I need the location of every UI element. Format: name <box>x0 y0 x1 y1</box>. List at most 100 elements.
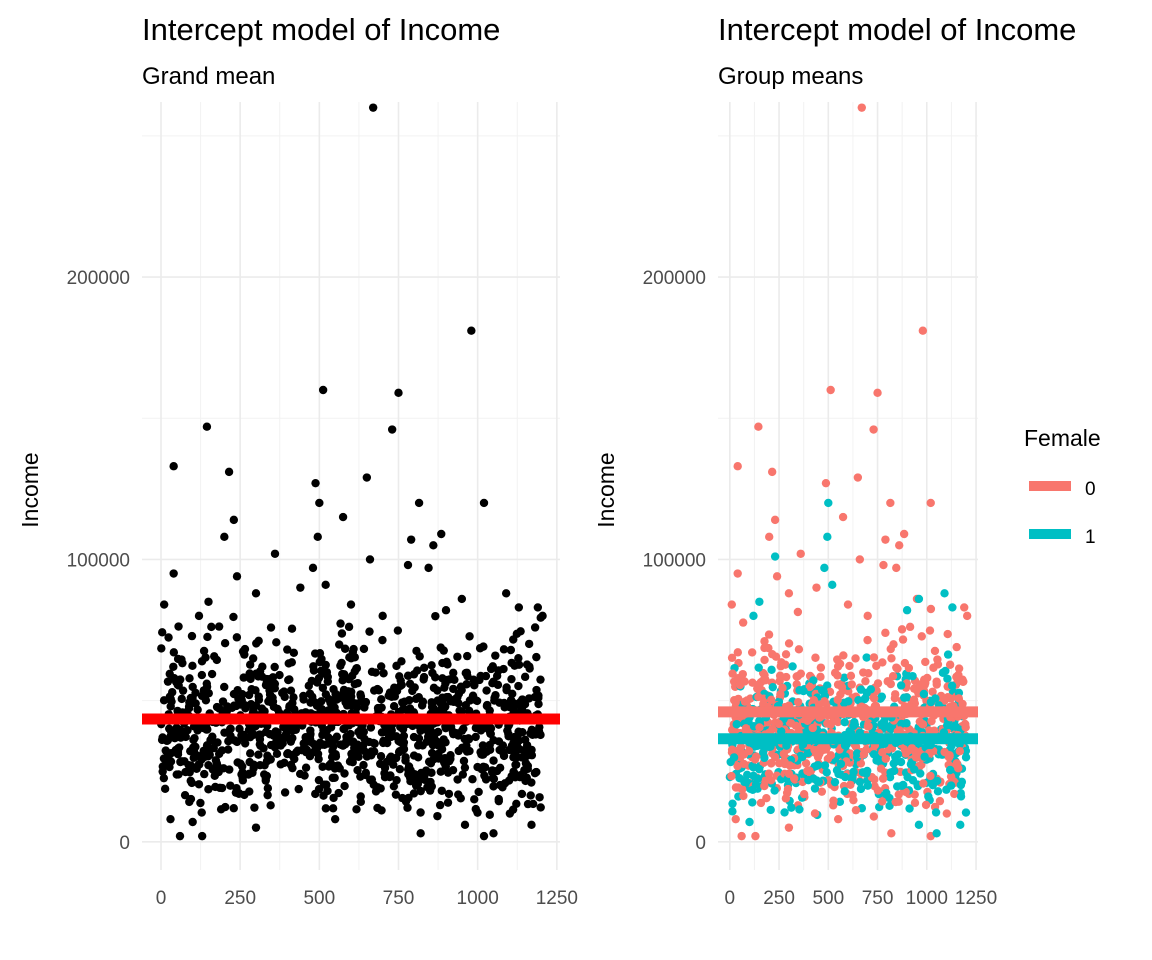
left-point <box>296 769 305 779</box>
right-point-female-0 <box>761 676 770 685</box>
right-point-female-0 <box>785 718 795 728</box>
left-point <box>180 757 189 766</box>
left-point <box>245 660 255 669</box>
left-point <box>204 785 213 794</box>
left-point <box>443 798 453 807</box>
left-point <box>482 686 491 695</box>
right-point-female-0 <box>926 498 935 508</box>
left-point <box>166 702 175 711</box>
left-point <box>296 583 305 592</box>
left-point <box>190 733 199 743</box>
left-point <box>424 723 434 732</box>
right-point-female-0 <box>917 632 926 641</box>
right-point-female-1 <box>824 498 833 508</box>
right-point-female-0 <box>731 783 741 792</box>
left-point <box>492 766 502 776</box>
left-point <box>338 669 347 679</box>
right-point-female-1 <box>856 685 866 694</box>
right-point-female-1 <box>919 689 929 699</box>
right-point-female-1 <box>849 767 858 777</box>
left-point <box>478 741 488 750</box>
left-point <box>207 622 216 632</box>
right-point-female-0 <box>733 569 742 578</box>
left-point <box>495 780 505 790</box>
right-point-female-1 <box>787 803 796 812</box>
left-point <box>208 732 217 741</box>
left-point <box>283 645 292 654</box>
left-point <box>251 686 260 695</box>
left-point <box>211 756 221 765</box>
left-point <box>356 792 365 801</box>
left-point <box>315 649 325 658</box>
left-point <box>232 572 242 581</box>
right-point-female-0 <box>777 658 786 667</box>
right-point-female-0 <box>778 683 787 693</box>
left-point <box>409 751 419 760</box>
left-point <box>280 788 290 797</box>
left-point <box>471 804 480 814</box>
left-point <box>457 685 466 695</box>
right-point-female-0 <box>796 549 805 558</box>
right-point-female-1 <box>749 763 758 772</box>
right-point-female-0 <box>855 555 865 564</box>
left-point <box>244 690 254 700</box>
right-point-female-0 <box>727 600 736 609</box>
left-point <box>339 724 348 734</box>
left-point <box>188 661 197 671</box>
right-point-female-1 <box>753 774 763 783</box>
left-point <box>506 695 516 705</box>
right-point-female-0 <box>747 648 757 657</box>
right-point-female-0 <box>879 560 888 570</box>
left-point <box>283 749 293 758</box>
left-point <box>436 698 445 708</box>
left-point <box>336 661 345 670</box>
right-point-female-0 <box>823 719 832 728</box>
left-point <box>429 683 439 693</box>
panel-group-means: Intercept model of Income Group means 0 2… <box>593 12 1076 909</box>
left-point <box>414 693 424 702</box>
right-point-female-0 <box>918 326 928 335</box>
right-point-female-0 <box>799 789 809 799</box>
left-point <box>443 660 452 669</box>
left-point <box>307 676 316 686</box>
left-point <box>400 705 409 714</box>
left-point <box>160 784 170 794</box>
left-point <box>394 388 403 398</box>
left-point <box>365 627 374 636</box>
right-point-female-0 <box>776 690 785 699</box>
left-point <box>406 776 415 786</box>
left-point <box>376 662 386 671</box>
left-point <box>305 751 315 761</box>
left-point <box>524 694 534 703</box>
left-point <box>406 535 416 544</box>
right-point-female-0 <box>739 750 749 759</box>
left-point <box>524 639 534 649</box>
right-point-female-0 <box>793 697 803 707</box>
right-point-female-0 <box>891 690 900 699</box>
right-point-female-0 <box>905 622 915 632</box>
left-point <box>519 746 529 755</box>
left-point <box>189 753 198 763</box>
right-point-female-0 <box>940 696 949 705</box>
left-point <box>294 784 303 794</box>
right-point-female-0 <box>766 776 776 785</box>
left-point <box>501 589 511 598</box>
left-point <box>453 775 462 784</box>
left-point <box>436 643 445 652</box>
right-point-female-1 <box>849 721 858 731</box>
right-point-female-1 <box>932 829 941 838</box>
left-point <box>475 644 485 653</box>
right-x-tick-1: 250 <box>763 888 795 909</box>
right-point-female-0 <box>810 809 820 818</box>
left-point <box>378 611 387 621</box>
right-point-female-1 <box>749 611 758 621</box>
right-point-female-1 <box>961 753 971 762</box>
left-point <box>416 768 426 778</box>
left-point <box>467 326 476 335</box>
right-point-female-0 <box>917 760 926 769</box>
left-point <box>282 733 292 742</box>
right-point-female-1 <box>924 792 933 801</box>
left-point <box>476 671 485 681</box>
right-point-female-0 <box>878 774 888 783</box>
right-point-female-1 <box>795 805 804 814</box>
